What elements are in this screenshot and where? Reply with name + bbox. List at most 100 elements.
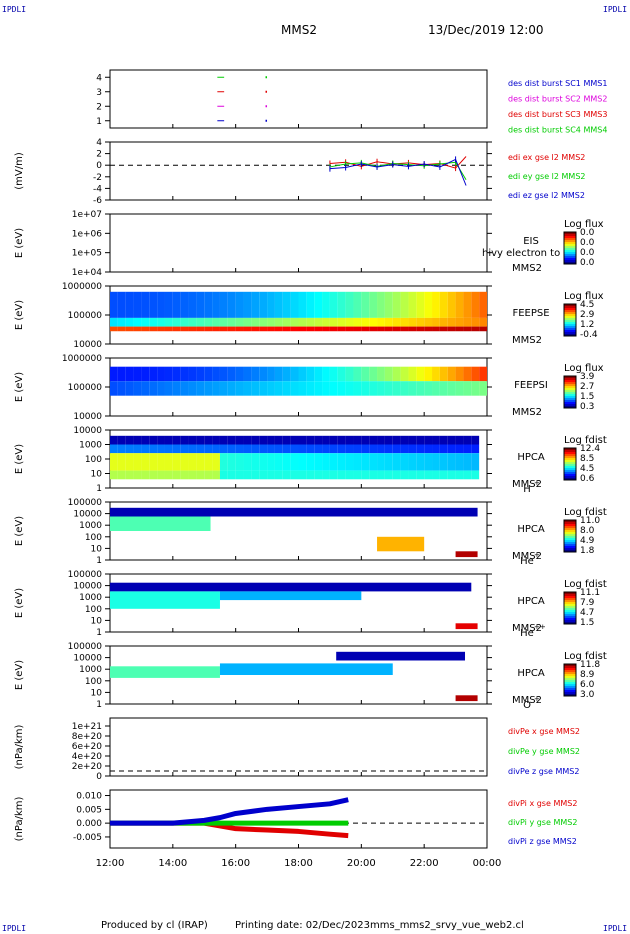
spectrogram-cell bbox=[479, 366, 487, 382]
colorbar-swatch bbox=[564, 680, 576, 683]
ytick-label-hpca_h: 10 bbox=[91, 470, 103, 480]
spectrogram-cell bbox=[322, 444, 330, 454]
colorbar-tick: 1.5 bbox=[580, 618, 594, 628]
spectrogram-cell bbox=[369, 317, 378, 327]
spectrogram-cell bbox=[329, 326, 338, 332]
spectrogram-cell bbox=[243, 366, 252, 382]
edi-series-line bbox=[329, 158, 467, 186]
colorbar-swatch bbox=[564, 404, 576, 407]
legend-entry: divPe y gse MMS2 bbox=[508, 747, 580, 756]
spectrogram-cell bbox=[196, 453, 205, 471]
legend-entry: divPi x gse MMS2 bbox=[508, 799, 577, 808]
ytick-label-feepsi: 10000 bbox=[73, 412, 102, 422]
spectrogram-cell bbox=[133, 326, 142, 332]
colorbar-swatch bbox=[564, 456, 576, 459]
datetime-title: 13/Dec/2019 12:00 bbox=[428, 23, 544, 37]
spectrogram-cell bbox=[416, 366, 425, 382]
spectrogram-cell bbox=[282, 366, 291, 382]
spectrogram-cell bbox=[439, 291, 448, 318]
spectrogram-cell bbox=[290, 470, 299, 480]
ytick-label-feepse: 100000 bbox=[68, 311, 103, 321]
ytick-label-edi: 2 bbox=[96, 150, 102, 160]
colorbar-tick: 11.0 bbox=[580, 516, 600, 526]
spectrogram-cell bbox=[314, 291, 323, 318]
spectrogram-cell bbox=[219, 317, 228, 327]
spectrogram-cell bbox=[219, 453, 228, 471]
spectrogram-cell bbox=[117, 381, 126, 396]
spectrogram-cell bbox=[180, 326, 189, 332]
spectrogram-cell bbox=[298, 444, 307, 454]
colorbar-tick: 1.5 bbox=[580, 392, 594, 402]
colorbar-swatch bbox=[564, 238, 576, 241]
spectrogram-cell bbox=[149, 326, 158, 332]
legend-entry: edi ez gse l2 MMS2 bbox=[508, 191, 585, 200]
spectrogram-cell bbox=[314, 381, 323, 396]
spectrogram-cell bbox=[267, 435, 275, 445]
colorbar-swatch bbox=[564, 258, 576, 261]
ytick-label-divpe: 1e+21 bbox=[72, 722, 102, 732]
colorbar-swatch bbox=[564, 314, 576, 317]
ytick-label-burst: 2 bbox=[96, 102, 102, 112]
burst-interval-dot bbox=[265, 76, 268, 79]
spectrogram-cell bbox=[196, 317, 205, 327]
spectrogram-cell bbox=[392, 381, 401, 396]
spectrogram-cell bbox=[219, 591, 362, 601]
spectrogram-cell bbox=[282, 470, 291, 480]
spectrogram-cell bbox=[267, 453, 275, 471]
colorbar-swatch bbox=[564, 670, 576, 673]
ytick-label-edi: -4 bbox=[93, 184, 102, 194]
spectrogram-hpca_o bbox=[110, 651, 478, 702]
spectrogram-cell bbox=[384, 291, 393, 318]
legend-entry: des dist burst SC3 MMS3 bbox=[508, 110, 607, 119]
spectrogram-cell bbox=[141, 366, 150, 382]
ytick-label-burst: 4 bbox=[96, 73, 102, 83]
ytick-label-divpi: -0.005 bbox=[73, 833, 102, 843]
spectrogram-cell bbox=[447, 317, 456, 327]
spectrogram-cell bbox=[180, 291, 189, 318]
spectrogram-cell bbox=[274, 435, 283, 445]
legend-entry: divPi z gse MMS2 bbox=[508, 837, 577, 846]
colorbar-label: Log flux bbox=[564, 219, 604, 230]
spectrogram-cell bbox=[282, 453, 291, 471]
spectrogram-cell bbox=[243, 317, 252, 327]
spectrogram-cell bbox=[204, 435, 213, 445]
spectrogram-cell bbox=[345, 444, 354, 454]
spectrogram-cell bbox=[471, 444, 480, 454]
ylabel-divpe: (nPa/km) bbox=[14, 725, 25, 770]
spectrogram-cell bbox=[337, 470, 346, 480]
spectrogram-cell bbox=[196, 366, 205, 382]
colorbar-swatch bbox=[564, 260, 576, 263]
spectrogram-cell bbox=[298, 435, 307, 445]
spectrogram-cell bbox=[188, 444, 197, 454]
spectrogram-cell bbox=[408, 291, 417, 318]
spectrogram-cell bbox=[392, 470, 401, 480]
spectrogram-cell bbox=[133, 444, 142, 454]
colorbar-tick: 1.8 bbox=[580, 546, 595, 556]
colorbar-swatch bbox=[564, 254, 576, 257]
footer-filename: mms_mms2_srvy_vue_web2.cl bbox=[370, 920, 524, 931]
spectrogram-cell bbox=[384, 381, 393, 396]
spectrogram-cell bbox=[259, 291, 268, 318]
spectrogram-cell bbox=[251, 435, 260, 445]
colorbar-feepsi bbox=[563, 375, 577, 409]
spectrogram-cell bbox=[471, 317, 480, 327]
spectrogram-cell bbox=[439, 444, 448, 454]
spectrogram-cell bbox=[133, 470, 142, 480]
colorbar-swatch bbox=[564, 406, 576, 409]
instrument-label: HPCA bbox=[517, 668, 545, 679]
spectrogram-cell bbox=[141, 470, 150, 480]
colorbar-tick: 8.5 bbox=[580, 454, 594, 464]
spectrogram-cell bbox=[353, 470, 362, 480]
spectrogram-cell bbox=[141, 291, 150, 318]
spectrogram-cell bbox=[157, 366, 165, 382]
colorbar-swatch bbox=[564, 304, 576, 307]
spectrogram-cell bbox=[337, 453, 346, 471]
spectrogram-feepse bbox=[110, 291, 487, 332]
colorbar-border bbox=[563, 375, 577, 409]
spectrogram-cell bbox=[377, 326, 385, 332]
spectrogram-cell bbox=[432, 453, 440, 471]
ylabel-hpca_o: E (eV) bbox=[14, 660, 25, 690]
spectrogram-cell bbox=[196, 291, 205, 318]
spectrogram-cell bbox=[455, 444, 464, 454]
spectrogram-cell bbox=[251, 444, 260, 454]
